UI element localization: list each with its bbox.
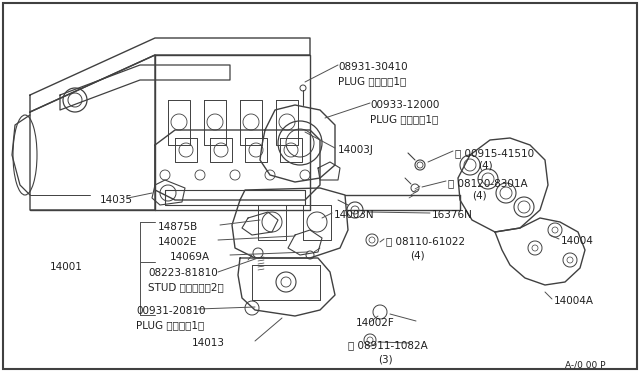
Text: 16376N: 16376N [432,210,473,220]
Text: Ⓑ 08120-8301A: Ⓑ 08120-8301A [448,178,527,188]
Text: 14003J: 14003J [338,145,374,155]
Text: 14002E: 14002E [158,237,197,247]
Text: 14003N: 14003N [334,210,374,220]
Text: 00933-12000: 00933-12000 [370,100,440,110]
Text: ⓝ 08911-1082A: ⓝ 08911-1082A [348,340,428,350]
Text: (4): (4) [478,161,493,171]
Text: (4): (4) [410,250,424,260]
Text: PLUG プラグ（1）: PLUG プラグ（1） [338,76,406,86]
Text: 08931-30410: 08931-30410 [338,62,408,72]
Text: 14069A: 14069A [170,252,210,262]
Text: A-/0 00 P: A-/0 00 P [565,360,605,369]
Text: 14035: 14035 [100,195,133,205]
Text: 14001: 14001 [50,262,83,272]
Text: 14004A: 14004A [554,296,594,306]
Text: Ⓦ 00915-41510: Ⓦ 00915-41510 [455,148,534,158]
Text: 14004: 14004 [561,236,594,246]
Text: Ⓑ 08110-61022: Ⓑ 08110-61022 [386,236,465,246]
Text: (3): (3) [378,354,392,364]
Text: 14002F: 14002F [356,318,395,328]
Text: PLUG プラグ（1）: PLUG プラグ（1） [136,320,204,330]
Text: 14875B: 14875B [158,222,198,232]
Text: STUD スタッド（2）: STUD スタッド（2） [148,282,224,292]
Text: (4): (4) [472,191,486,201]
Text: 00931-20810: 00931-20810 [136,306,205,316]
Text: 14013: 14013 [192,338,225,348]
Text: PLUG プラグ（1）: PLUG プラグ（1） [370,114,438,124]
Text: 08223-81810: 08223-81810 [148,268,218,278]
